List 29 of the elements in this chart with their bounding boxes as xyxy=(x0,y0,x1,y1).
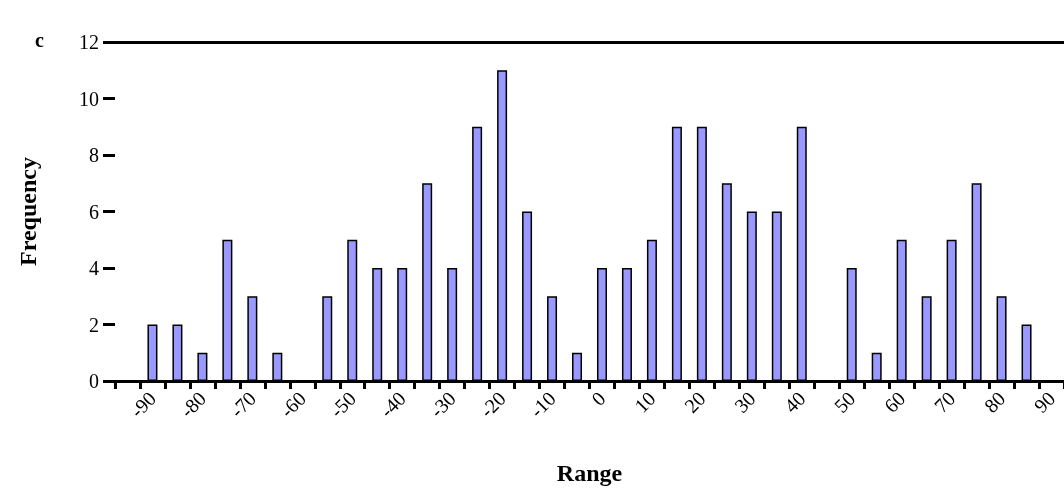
x-tick-label: 80 xyxy=(979,387,1010,417)
x-tick-label: -80 xyxy=(175,387,211,422)
x-tick-label: -40 xyxy=(375,387,410,422)
y-tick-label: 6 xyxy=(89,200,99,223)
x-tick-label: 10 xyxy=(630,387,660,417)
x-tick-label: -10 xyxy=(525,387,560,422)
x-axis-title: Range xyxy=(556,460,623,486)
y-tick-label: 10 xyxy=(79,87,99,110)
x-tick-label: 0 xyxy=(587,387,610,410)
x-tick-label: -70 xyxy=(225,387,261,422)
y-tick-label: 0 xyxy=(89,370,99,392)
text: c xyxy=(35,29,44,51)
y-tick-label: 12 xyxy=(79,31,99,53)
x-tick-label: 50 xyxy=(829,387,860,417)
y-tick-label: 4 xyxy=(89,257,99,279)
x-tick-label: 30 xyxy=(729,387,760,417)
y-tick-label: 2 xyxy=(89,313,99,336)
x-tick-label: -20 xyxy=(475,387,510,422)
x-tick-label: 60 xyxy=(879,387,910,417)
x-tick-label: -60 xyxy=(275,387,311,422)
x-tick-label: -30 xyxy=(425,387,460,422)
x-tick-label: 20 xyxy=(679,387,710,417)
y-tick-label: 8 xyxy=(89,144,99,166)
x-tick-label: 70 xyxy=(929,387,960,417)
x-tick-label: 90 xyxy=(1029,387,1060,417)
y-axis-title: Frequency xyxy=(15,157,41,266)
x-tick-label: -90 xyxy=(125,387,161,422)
x-tick-label: 40 xyxy=(779,387,810,417)
x-tick-label: -50 xyxy=(325,387,361,422)
